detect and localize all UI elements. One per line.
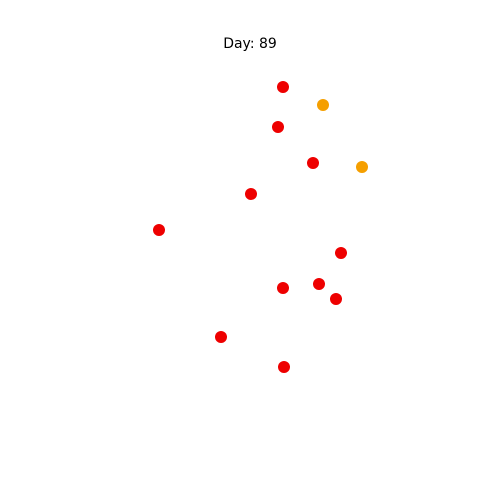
chart-title: Day: 89	[223, 36, 277, 52]
scatter-point-series0-10	[278, 361, 290, 373]
scatter-point-series0-8	[330, 293, 342, 305]
scatter-point-series1-1	[356, 161, 368, 173]
scatter-point-series0-4	[153, 224, 165, 236]
scatter-point-series0-9	[215, 331, 227, 343]
scatter-point-series0-6	[313, 278, 325, 290]
scatter-point-series1-0	[317, 99, 329, 111]
scatter-point-series0-7	[277, 282, 289, 294]
scatter-point-series0-0	[277, 81, 289, 93]
scatter-point-series0-2	[307, 157, 319, 169]
scatter-point-series0-3	[245, 188, 257, 200]
scatter-point-series0-5	[335, 247, 347, 259]
scatter-point-series0-1	[272, 121, 284, 133]
